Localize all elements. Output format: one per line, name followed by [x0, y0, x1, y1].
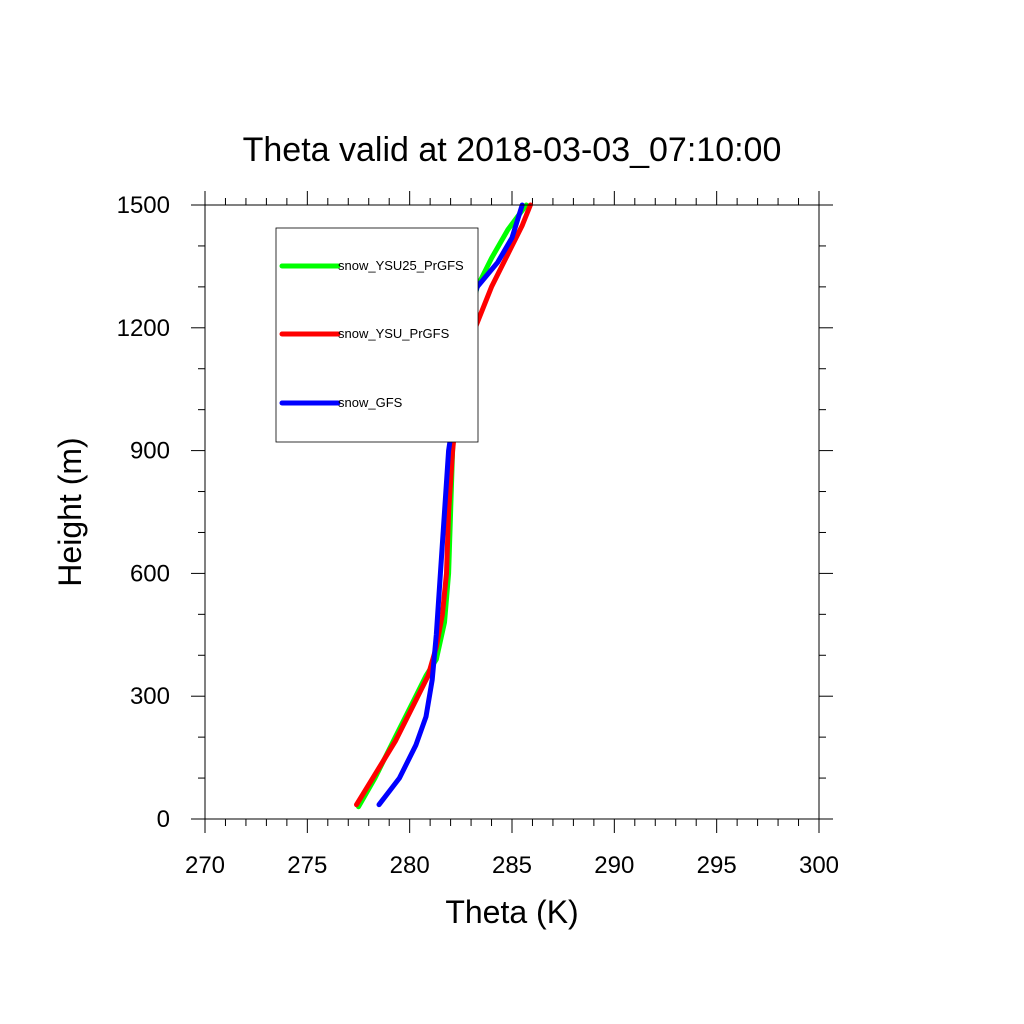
y-tick-label: 1200: [117, 315, 170, 342]
series-line-snow_GFS: [376, 202, 525, 808]
legend-label: snow_YSU25_PrGFS: [338, 258, 464, 273]
plot-frame: [204, 204, 820, 820]
x-tick-label: 290: [594, 852, 634, 879]
y-tick-label: 300: [130, 683, 170, 710]
y-axis-title: Height (m): [52, 437, 88, 586]
y-tick-label: 900: [130, 438, 170, 465]
x-tick-label: 300: [799, 852, 839, 879]
y-tick-label: 0: [157, 806, 170, 833]
chart-title: Theta valid at 2018-03-03_07:10:00: [243, 131, 782, 169]
plot-series: [354, 202, 533, 810]
x-tick-label: 285: [492, 852, 532, 879]
y-tick-label: 600: [130, 560, 170, 587]
x-axis-title: Theta (K): [445, 894, 578, 930]
y-tick-label: 1500: [117, 192, 170, 219]
legend-label: snow_GFS: [338, 395, 403, 410]
x-tick-label: 275: [287, 852, 327, 879]
legend-entries: snow_YSU25_PrGFS snow_YSU_PrGFS snow_GFS: [279, 258, 464, 410]
x-tick-label: 280: [390, 852, 430, 879]
legend: snow_YSU25_PrGFS snow_YSU_PrGFS snow_GFS: [275, 227, 479, 443]
x-tick-label: 270: [185, 852, 225, 879]
series-line-snow_YSU_PrGFS: [354, 202, 533, 808]
y-tick-labels: 0 300 600 900 1200 1500: [117, 192, 170, 833]
x-tick-labels: 270 275 280 285 290 295 300: [185, 852, 839, 879]
x-tick-label: 295: [697, 852, 737, 879]
legend-label: snow_YSU_PrGFS: [338, 326, 450, 341]
axis-ticks: [191, 191, 833, 833]
